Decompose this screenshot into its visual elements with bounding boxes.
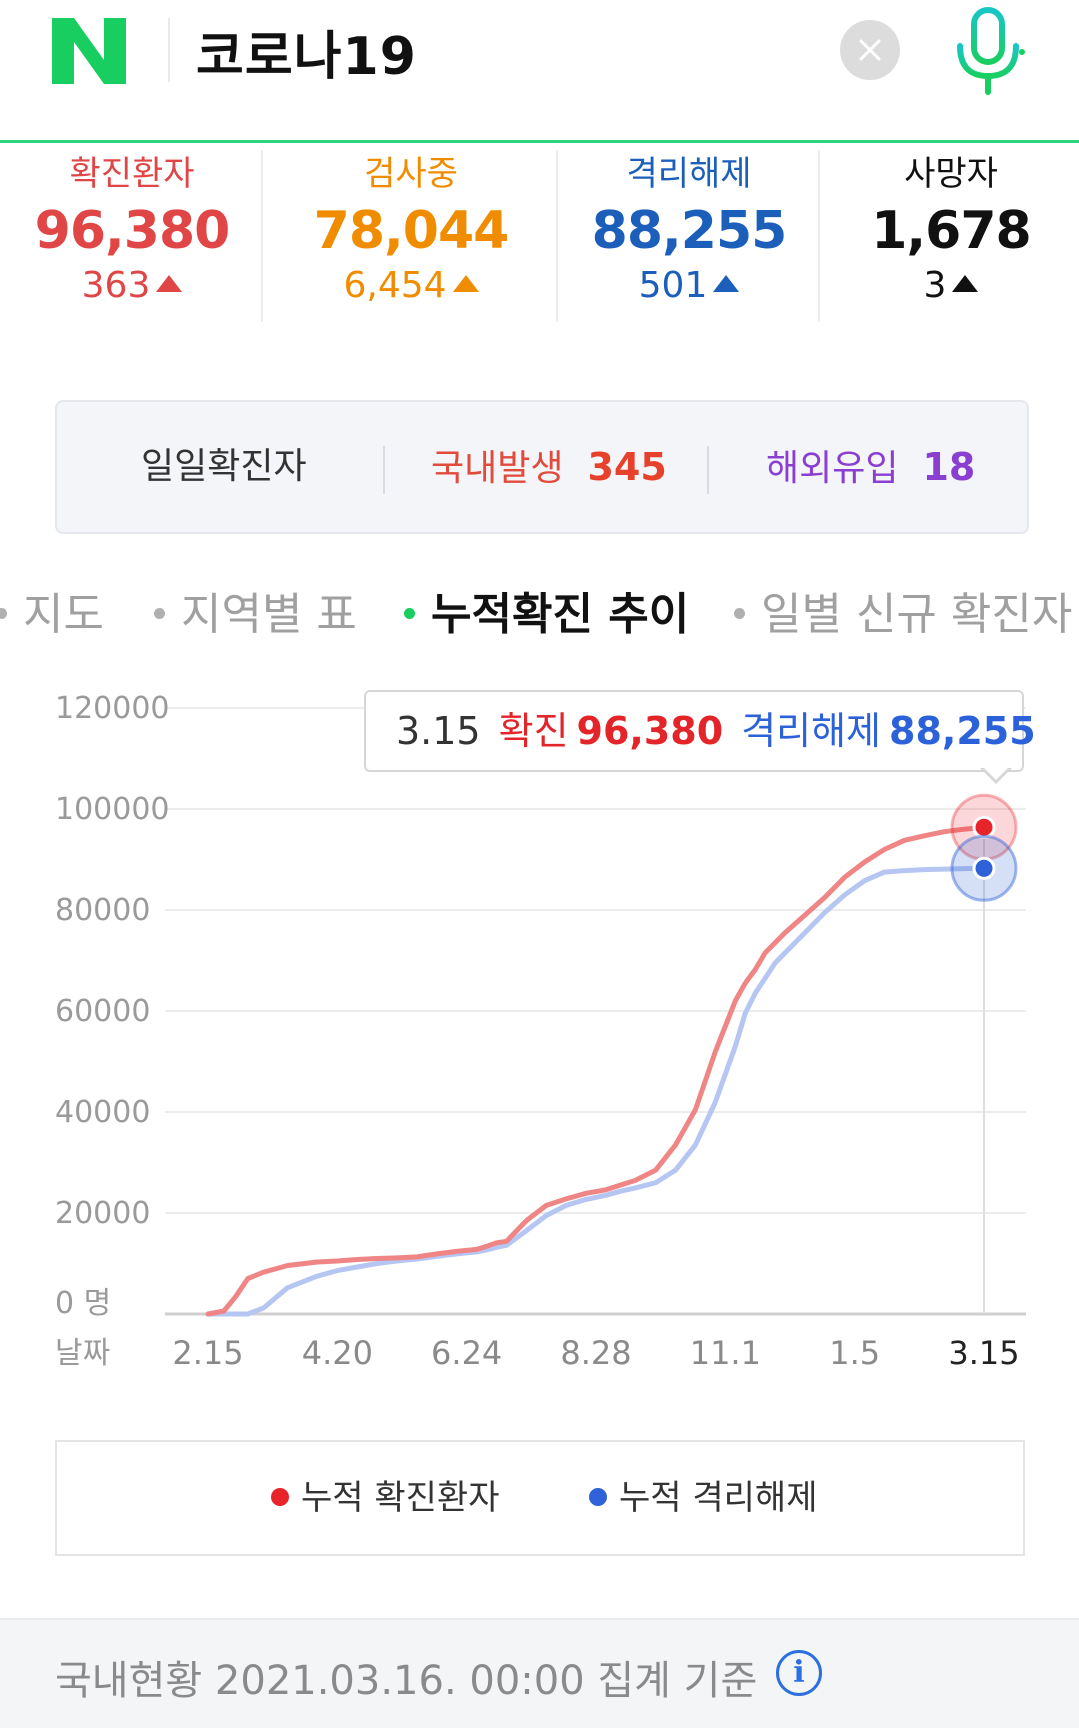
stat-testing: 검사중 78,044 6,454 [296, 142, 526, 306]
y-tick-label: 80000 [55, 893, 150, 928]
x-tick-label: 3.15 [948, 1334, 1019, 1372]
x-tick-label: 1.5 [829, 1334, 880, 1372]
x-tick-label: 4.20 [302, 1334, 373, 1372]
stat-change: 6,454 [296, 265, 526, 306]
tab-cumulative-trend[interactable]: 누적확진 추이 [404, 578, 689, 642]
marker-point-confirmed [972, 815, 996, 839]
stat-change: 363 [17, 265, 247, 306]
stat-change: 3 [836, 265, 1066, 306]
stat-divider [556, 150, 558, 322]
x-axis-label: 날짜 [55, 1336, 110, 1371]
increase-triangle-icon [156, 274, 183, 292]
daily-domestic: 국내발생 345 [431, 402, 667, 532]
y-tick-label: 20000 [55, 1196, 150, 1231]
chart-legend: 누적 확진환자 누적 격리해제 [55, 1440, 1025, 1556]
daily-domestic-value: 345 [587, 445, 667, 489]
legend-dot [271, 1487, 289, 1506]
stat-value: 96,380 [34, 201, 231, 261]
increase-triangle-icon [713, 274, 740, 292]
aggregation-timestamp: 국내현황 2021.03.16. 00:00 집계 기준 [55, 1658, 758, 1704]
tab-bullet [404, 607, 415, 619]
y-tick-label: 100000 [55, 792, 170, 827]
y-tick-label: 0 명 [55, 1286, 111, 1321]
y-tick-label: 60000 [55, 994, 150, 1029]
stat-label: 사망자 [904, 154, 998, 194]
tab-map[interactable]: 지도 [0, 578, 104, 642]
y-tick-label: 120000 [55, 691, 170, 726]
tooltip-released-label: 격리해제 [741, 709, 882, 753]
daily-divider [383, 446, 385, 494]
covid-stats-summary: 확진환자 96,380 363 검사중 78,044 6,454 격리해제 88… [0, 142, 1079, 342]
daily-overseas-value: 18 [922, 445, 976, 489]
legend-released[interactable]: 누적 격리해제 [589, 1442, 818, 1554]
header-divider [168, 18, 170, 82]
tab-bullet [154, 607, 165, 619]
cumulative-chart[interactable]: 0 명 20000 40000 60000 80000 100000 120000 날짜 2.… [0, 680, 1079, 1400]
daily-label: 일일확진자 [141, 446, 307, 487]
stat-change: 501 [574, 265, 804, 306]
daily-confirmed-box: 일일확진자 국내발생 345 해외유입 18 [55, 400, 1029, 534]
stat-divider [818, 150, 820, 322]
stat-value: 1,678 [871, 201, 1031, 261]
stat-label: 검사중 [364, 154, 458, 194]
tooltip-date: 3.15 [396, 709, 481, 753]
tab-bullet [0, 607, 7, 619]
legend-confirmed[interactable]: 누적 확진환자 [271, 1442, 500, 1554]
marker-point-released [972, 856, 996, 880]
series-line-released [205, 865, 987, 1317]
increase-triangle-icon [452, 274, 479, 292]
x-tick-label: 11.1 [690, 1334, 761, 1372]
daily-overseas-label: 해외유입 [766, 448, 899, 489]
stat-released: 격리해제 88,255 501 [574, 142, 804, 306]
chart-tabs: 지도 지역별 표 누적확진 추이 일별 신규 확진자 [0, 578, 1079, 644]
stat-confirmed: 확진환자 96,380 363 [17, 142, 247, 306]
data-source-footer: 국내현황 2021.03.16. 00:00 집계 기준 i [0, 1618, 1079, 1728]
voice-search-button[interactable] [952, 6, 1026, 96]
stat-label: 확진환자 [69, 154, 195, 194]
y-tick-label: 40000 [55, 1095, 150, 1130]
x-tick-label: 8.28 [560, 1334, 631, 1372]
cumulative-chart-svg[interactable]: 0 명 20000 40000 60000 80000 100000 120000 날짜 2.… [0, 680, 1079, 1400]
daily-domestic-label: 국내발생 [431, 448, 564, 489]
chart-tooltip: 3.15 확진 96,380 격리해제 88,255 [364, 690, 1036, 772]
stat-value: 88,255 [591, 201, 788, 261]
stat-deaths: 사망자 1,678 3 [836, 142, 1066, 306]
naver-logo-icon[interactable] [52, 18, 126, 84]
tooltip-arrow-fill [982, 766, 1010, 780]
search-query[interactable]: 코로나19 [196, 27, 417, 87]
tooltip-confirmed-value: 96,380 [576, 709, 724, 753]
tab-daily-new[interactable]: 일별 신규 확진자 [734, 578, 1072, 642]
info-icon[interactable]: i [776, 1650, 822, 1696]
stat-value: 78,044 [313, 201, 510, 261]
tab-bullet [734, 607, 745, 619]
close-icon [859, 39, 881, 61]
increase-triangle-icon [952, 274, 979, 292]
stat-divider [261, 150, 263, 322]
daily-divider [707, 446, 709, 494]
search-header: 코로나19 [0, 0, 1079, 143]
tooltip-released-value: 88,255 [889, 709, 1036, 753]
series-line-confirmed [205, 824, 987, 1317]
x-tick-label: 2.15 [172, 1334, 243, 1372]
legend-dot [589, 1487, 607, 1506]
tab-region-table[interactable]: 지역별 표 [154, 578, 357, 642]
clear-search-button[interactable] [840, 20, 900, 80]
microphone-icon [957, 7, 1025, 95]
daily-overseas: 해외유입 18 [766, 402, 975, 532]
stat-label: 격리해제 [626, 154, 752, 194]
x-tick-label: 6.24 [431, 1334, 502, 1372]
tooltip-confirmed-label: 확진 [498, 709, 569, 753]
